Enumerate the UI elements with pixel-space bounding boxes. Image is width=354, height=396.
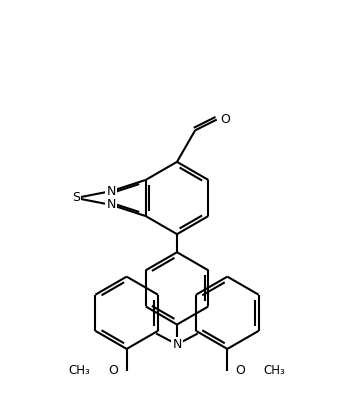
Text: O: O [221,113,230,126]
Text: S: S [72,192,80,204]
Text: N: N [172,338,182,351]
Text: CH₃: CH₃ [69,364,91,377]
Text: CH₃: CH₃ [263,364,285,377]
Text: O: O [235,364,245,377]
Text: N: N [107,185,116,198]
Text: O: O [109,364,119,377]
Text: N: N [107,198,116,211]
